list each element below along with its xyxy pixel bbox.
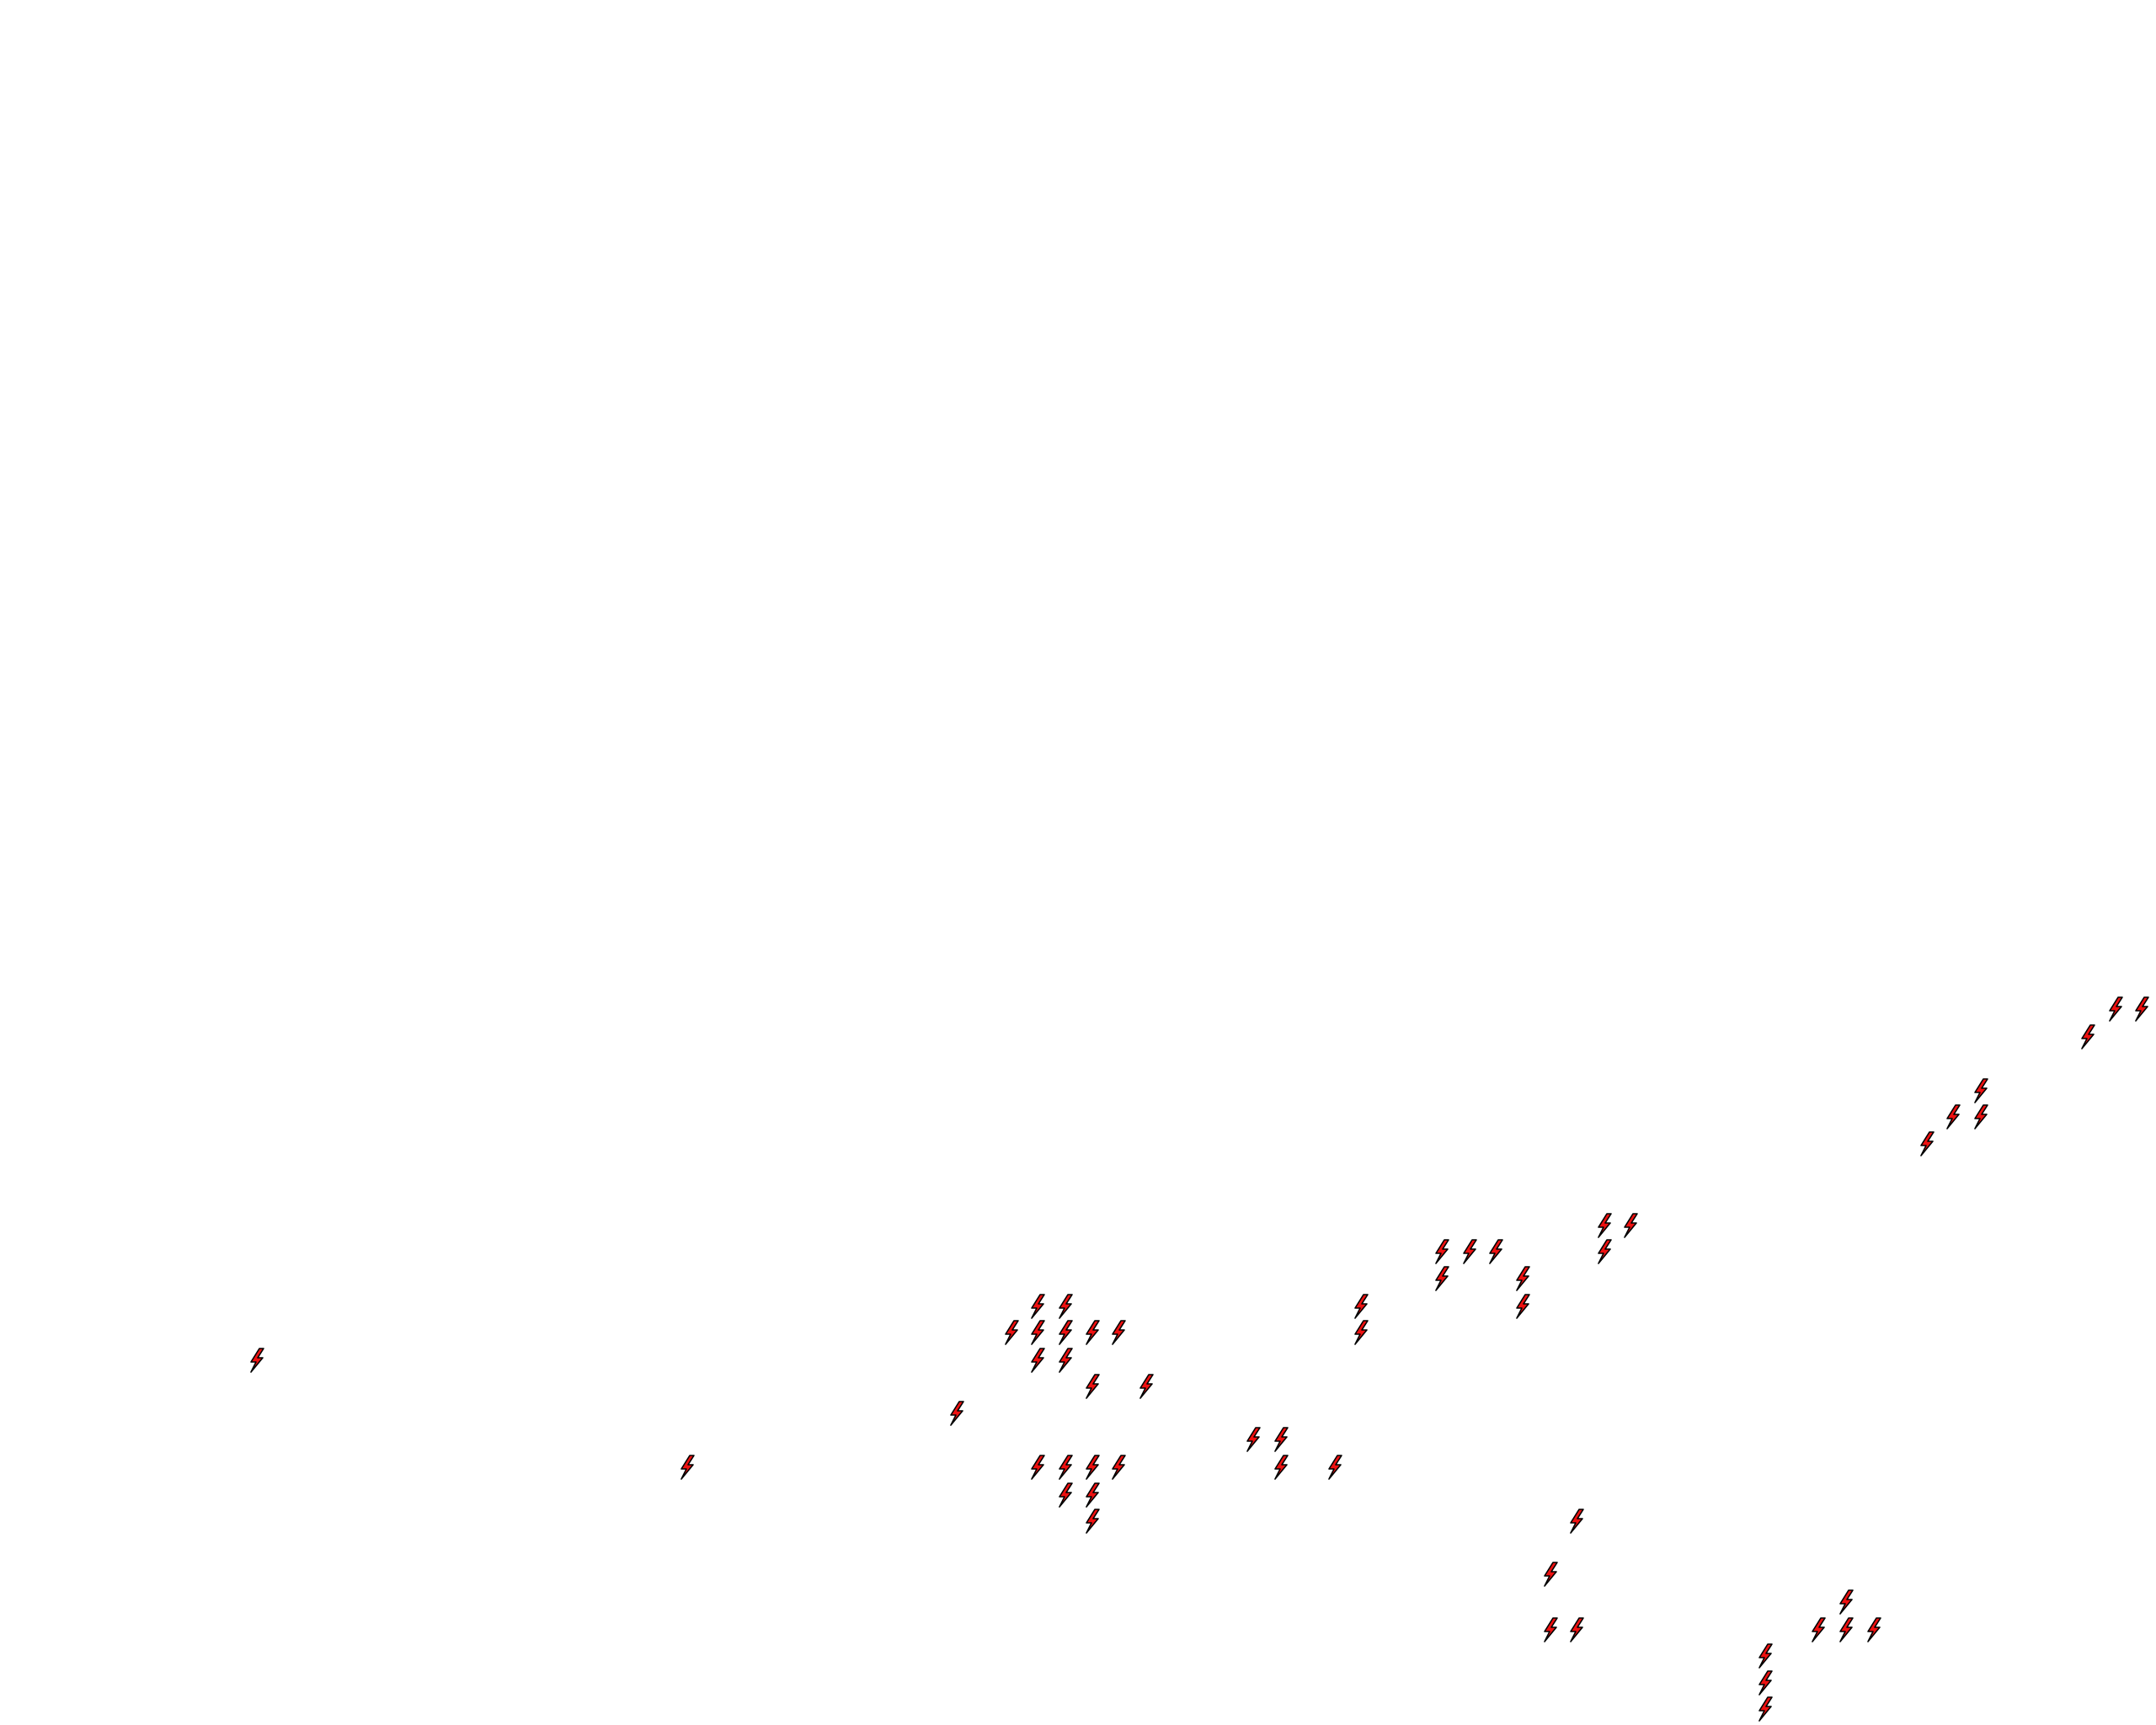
lightning-bolt-icon[interactable] [1624, 1213, 1638, 1238]
lightning-bolt-icon[interactable] [1516, 1266, 1530, 1291]
lightning-bolt-icon[interactable] [1059, 1294, 1073, 1319]
lightning-bolt-icon[interactable] [1920, 1131, 1935, 1156]
lightning-bolt-icon[interactable] [1463, 1239, 1477, 1264]
lightning-bolt-icon[interactable] [1946, 1104, 1961, 1130]
lightning-bolt-icon[interactable] [1598, 1239, 1612, 1264]
lightning-bolt-icon[interactable] [1435, 1266, 1449, 1291]
lightning-bolt-icon[interactable] [1598, 1213, 1612, 1238]
lightning-bolt-icon[interactable] [1354, 1320, 1369, 1345]
lightning-bolt-icon[interactable] [1544, 1562, 1558, 1587]
lightning-bolt-icon[interactable] [2135, 996, 2149, 1022]
lightning-bolt-icon[interactable] [2081, 1024, 2095, 1049]
lightning-bolt-icon[interactable] [1328, 1455, 1342, 1480]
lightning-bolt-icon[interactable] [1005, 1320, 1019, 1345]
lightning-bolt-icon[interactable] [1274, 1427, 1289, 1452]
lightning-bolt-icon[interactable] [1086, 1455, 1100, 1480]
lightning-bolt-icon[interactable] [1758, 1670, 1773, 1696]
lightning-bolt-icon[interactable] [1839, 1589, 1854, 1615]
lightning-bolt-icon[interactable] [1274, 1455, 1289, 1480]
lightning-bolt-icon[interactable] [1031, 1294, 1045, 1319]
lightning-bolt-icon[interactable] [1974, 1078, 1988, 1103]
lightning-bolt-icon[interactable] [1974, 1104, 1988, 1130]
lightning-bolt-icon[interactable] [1570, 1509, 1584, 1534]
lightning-bolt-icon[interactable] [1435, 1239, 1449, 1264]
lightning-bolt-icon[interactable] [1059, 1348, 1073, 1373]
lightning-bolt-icon[interactable] [1246, 1427, 1261, 1452]
lightning-bolt-icon[interactable] [1139, 1374, 1154, 1399]
lightning-bolt-icon[interactable] [2109, 996, 2123, 1022]
lightning-bolt-icon[interactable] [1086, 1482, 1100, 1508]
lightning-bolt-icon[interactable] [1086, 1374, 1100, 1399]
lightning-bolt-icon[interactable] [1354, 1294, 1369, 1319]
lightning-bolt-icon[interactable] [1489, 1239, 1503, 1264]
lightning-bolt-icon[interactable] [680, 1455, 695, 1480]
lightning-bolt-icon[interactable] [950, 1401, 964, 1426]
lightning-bolt-icon[interactable] [1112, 1320, 1126, 1345]
lightning-bolt-icon[interactable] [1570, 1617, 1584, 1642]
lightning-bolt-icon[interactable] [250, 1348, 264, 1373]
lightning-markers-layer [250, 996, 2149, 1722]
lightning-bolt-icon[interactable] [1112, 1455, 1126, 1480]
lightning-bolt-icon[interactable] [1086, 1320, 1100, 1345]
lightning-bolt-icon[interactable] [1031, 1320, 1045, 1345]
lightning-bolt-icon[interactable] [1758, 1643, 1773, 1669]
lightning-bolt-icon[interactable] [1059, 1320, 1073, 1345]
lightning-bolt-icon[interactable] [1812, 1617, 1826, 1642]
lightning-bolt-icon[interactable] [1086, 1509, 1100, 1534]
lightning-bolt-icon[interactable] [1758, 1696, 1773, 1722]
lightning-bolt-icon[interactable] [1059, 1455, 1073, 1480]
lightning-bolt-icon[interactable] [1031, 1348, 1045, 1373]
lightning-bolt-icon[interactable] [1867, 1617, 1881, 1642]
lightning-bolt-icon[interactable] [1839, 1617, 1854, 1642]
lightning-bolt-icon[interactable] [1516, 1294, 1530, 1319]
lightning-bolt-icon[interactable] [1544, 1617, 1558, 1642]
lightning-bolt-icon[interactable] [1031, 1455, 1045, 1480]
lightning-bolt-icon[interactable] [1059, 1482, 1073, 1508]
